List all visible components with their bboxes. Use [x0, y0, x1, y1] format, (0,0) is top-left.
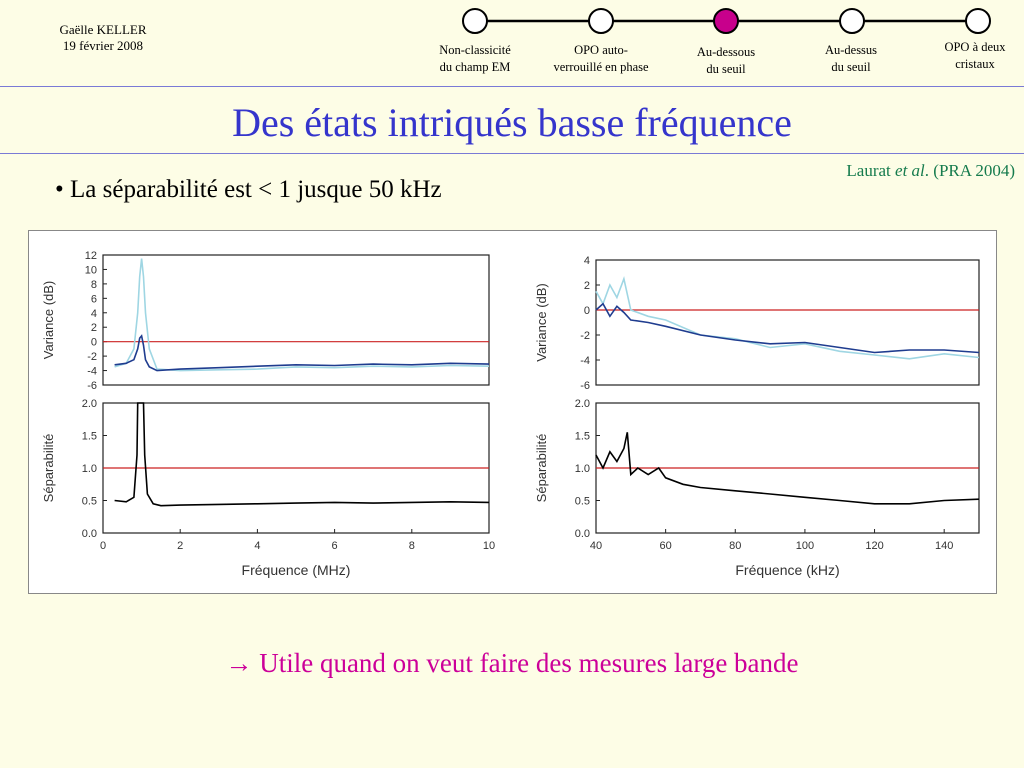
plot-area	[595, 259, 980, 386]
y-tick-label: 0.0	[575, 528, 590, 540]
timeline-step-2-line1: Au-dessous	[696, 45, 756, 59]
chart-separability-mhz: 0.0 0.5 1.0 1.5 2.0 0 2 4 6 8 10 Séparabilité Fréque…	[41, 398, 495, 578]
y-tick-label: -6	[87, 380, 97, 392]
bullet-point: • La séparabilité est < 1 jusque 50 kHz	[55, 176, 442, 203]
timeline-step-3[interactable]: Au-dessus du seuil	[786, 42, 916, 76]
y-axis-label: Séparabilité	[534, 434, 549, 503]
y-tick-label: 1.0	[575, 463, 590, 475]
series-light-line	[114, 258, 490, 372]
x-tick-label: 120	[865, 540, 883, 552]
slide-title: Des états intriqués basse fréquence	[232, 100, 792, 145]
x-tick-label: 0	[100, 540, 106, 552]
x-tick-label: 8	[409, 540, 415, 552]
figure-frame: -6 -4 -2 0 2 4 6 8 10 12 Variance (dB) 0.0 0.5 1.0 1.5…	[28, 230, 997, 594]
timeline-step-3-line2: du seuil	[831, 60, 871, 74]
conclusion-text: → Utile quand on veut faire des mesures …	[225, 648, 799, 678]
series-dark-line	[114, 334, 490, 372]
x-tick-label: 140	[935, 540, 953, 552]
y-axis-label: Variance (dB)	[534, 283, 549, 362]
citation-ref: . (PRA 2004)	[924, 161, 1015, 180]
timeline-step-1-line2: verrouillé en phase	[553, 60, 649, 74]
timeline-dot-3[interactable]	[839, 8, 865, 34]
y-axis-label: Variance (dB)	[41, 281, 56, 360]
timeline-dot-0[interactable]	[462, 8, 488, 34]
series-black-line	[114, 402, 490, 507]
y-tick-label: 4	[584, 255, 590, 267]
timeline-step-0[interactable]: Non-classicité du champ EM	[410, 42, 540, 76]
series-black-line	[595, 432, 980, 505]
chart-variance-khz: -6 -4 -2 0 2 4 Variance (dB)	[534, 255, 980, 392]
y-tick-label: 0	[91, 337, 97, 349]
y-tick-label: 0.0	[82, 528, 97, 540]
citation-author: Laurat	[846, 161, 896, 180]
header-divider	[0, 86, 1024, 87]
timeline-step-0-line1: Non-classicité	[439, 43, 511, 57]
chart-separability-khz: 0.0 0.5 1.0 1.5 2.0 40 60 80 100 120 140 Séparabili…	[534, 398, 980, 578]
plot-area	[102, 254, 490, 386]
y-tick-label: 1.0	[82, 463, 97, 475]
chart-variance-mhz: -6 -4 -2 0 2 4 6 8 10 12 Variance (dB)	[41, 250, 490, 392]
y-tick-label: 2	[91, 322, 97, 334]
y-tick-label: 2	[584, 280, 590, 292]
presentation-date: 19 février 2008	[62, 38, 144, 53]
y-tick-label: 6	[91, 293, 97, 305]
x-tick-label: 6	[332, 540, 338, 552]
timeline-step-1-line1: OPO auto-	[574, 43, 628, 57]
y-tick-label: 0	[584, 305, 590, 317]
x-tick-label: 10	[483, 540, 495, 552]
timeline-dot-1[interactable]	[588, 8, 614, 34]
timeline-step-4-line2: cristaux	[955, 57, 995, 71]
x-tick-label: 60	[660, 540, 672, 552]
y-tick-label: -4	[87, 366, 97, 378]
x-tick-label: 4	[254, 540, 260, 552]
timeline-dot-4[interactable]	[965, 8, 991, 34]
y-tick-label: 8	[91, 279, 97, 291]
timeline-step-2[interactable]: Au-dessous du seuil	[661, 44, 791, 78]
x-axis-label: Fréquence (kHz)	[735, 562, 839, 578]
citation: Laurat et al. (PRA 2004)	[846, 161, 1015, 181]
x-tick-label: 40	[590, 540, 602, 552]
timeline-step-3-line1: Au-dessus	[824, 43, 878, 57]
y-axis-label: Séparabilité	[41, 434, 56, 503]
x-tick-label: 2	[177, 540, 183, 552]
timeline-step-1[interactable]: OPO auto- verrouillé en phase	[536, 42, 666, 76]
progress-timeline	[462, 8, 991, 34]
y-tick-label: 1.5	[82, 431, 97, 443]
timeline-step-4[interactable]: OPO à deux cristaux	[910, 39, 1024, 73]
y-tick-label: -2	[580, 330, 590, 342]
x-axis-label: Fréquence (MHz)	[242, 562, 351, 578]
timeline-step-4-line1: OPO à deux	[944, 40, 1006, 54]
title-divider	[0, 153, 1024, 154]
y-tick-label: 1.5	[575, 431, 590, 443]
x-tick-label: 80	[729, 540, 741, 552]
y-tick-label: -2	[87, 351, 97, 363]
citation-etal: et al	[895, 161, 925, 180]
y-tick-label: 12	[85, 250, 97, 262]
series-dark-line	[595, 302, 980, 354]
x-tick-label: 100	[796, 540, 814, 552]
y-tick-label: 0.5	[82, 496, 97, 508]
author-block: Gaëlle KELLER 19 février 2008	[50, 22, 156, 54]
y-tick-label: 2.0	[575, 398, 590, 410]
y-tick-label: 10	[85, 264, 97, 276]
timeline-step-0-line2: du champ EM	[439, 60, 511, 74]
y-tick-label: 4	[91, 308, 97, 320]
y-tick-label: 2.0	[82, 398, 97, 410]
y-tick-label: 0.5	[575, 496, 590, 508]
timeline-step-2-line2: du seuil	[706, 62, 746, 76]
figure-charts: -6 -4 -2 0 2 4 6 8 10 12 Variance (dB) 0.0 0.5 1.0 1.5…	[41, 250, 980, 578]
y-tick-label: -6	[580, 380, 590, 392]
y-tick-label: -4	[580, 355, 590, 367]
author-name: Gaëlle KELLER	[59, 22, 147, 37]
timeline-dot-2[interactable]	[713, 8, 739, 34]
